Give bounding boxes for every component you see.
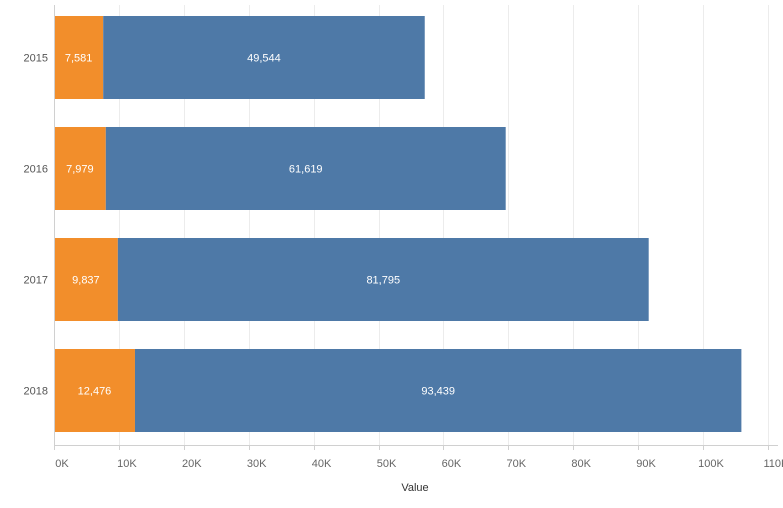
y-tick-label: 2017: [24, 275, 48, 287]
bars: [54, 16, 742, 432]
bar-segment-orange[interactable]: [54, 127, 106, 210]
data-labels: 7,581 49,544 7,979 61,619 9,837 81,795 12,476 9…: [65, 53, 455, 398]
bar-segment-orange[interactable]: [54, 349, 135, 432]
x-tick-label: 100K: [698, 458, 724, 470]
x-tick-label: 30K: [247, 458, 267, 470]
x-axis: 0K 10K 20K 30K 40K 50K 60K 70K 80K 90K 100K 110K: [54, 445, 783, 470]
bar-segment-orange[interactable]: [54, 238, 118, 321]
x-tick-label: 50K: [377, 458, 397, 470]
x-tick-label: 10K: [117, 458, 137, 470]
bar-segment-blue[interactable]: [105, 127, 506, 210]
data-label: 7,581: [65, 53, 93, 65]
bar-segment-blue[interactable]: [134, 349, 742, 432]
data-label: 7,979: [66, 164, 94, 176]
bar-segment-blue[interactable]: [103, 16, 425, 99]
y-tick-label: 2015: [24, 53, 48, 65]
data-label: 12,476: [78, 386, 112, 398]
x-tick-label: 40K: [312, 458, 332, 470]
x-tick-label: 20K: [182, 458, 202, 470]
y-axis: 2015 2016 2017 2018: [24, 5, 55, 445]
data-label: 93,439: [421, 386, 455, 398]
data-label: 49,544: [247, 53, 281, 65]
x-tick-label: 70K: [507, 458, 527, 470]
x-tick-label: 80K: [571, 458, 591, 470]
y-tick-label: 2016: [24, 164, 48, 176]
x-axis-title: Value: [401, 482, 428, 494]
x-tick-label: 110K: [763, 458, 783, 470]
y-tick-label: 2018: [24, 386, 48, 398]
data-label: 9,837: [72, 275, 100, 287]
data-label: 81,795: [366, 275, 400, 287]
bar-segment-orange[interactable]: [54, 16, 104, 99]
data-label: 61,619: [289, 164, 323, 176]
x-tick-label: 0K: [55, 458, 69, 470]
x-tick-label: 90K: [636, 458, 656, 470]
bar-segment-blue[interactable]: [117, 238, 649, 321]
x-tick-label: 60K: [442, 458, 462, 470]
